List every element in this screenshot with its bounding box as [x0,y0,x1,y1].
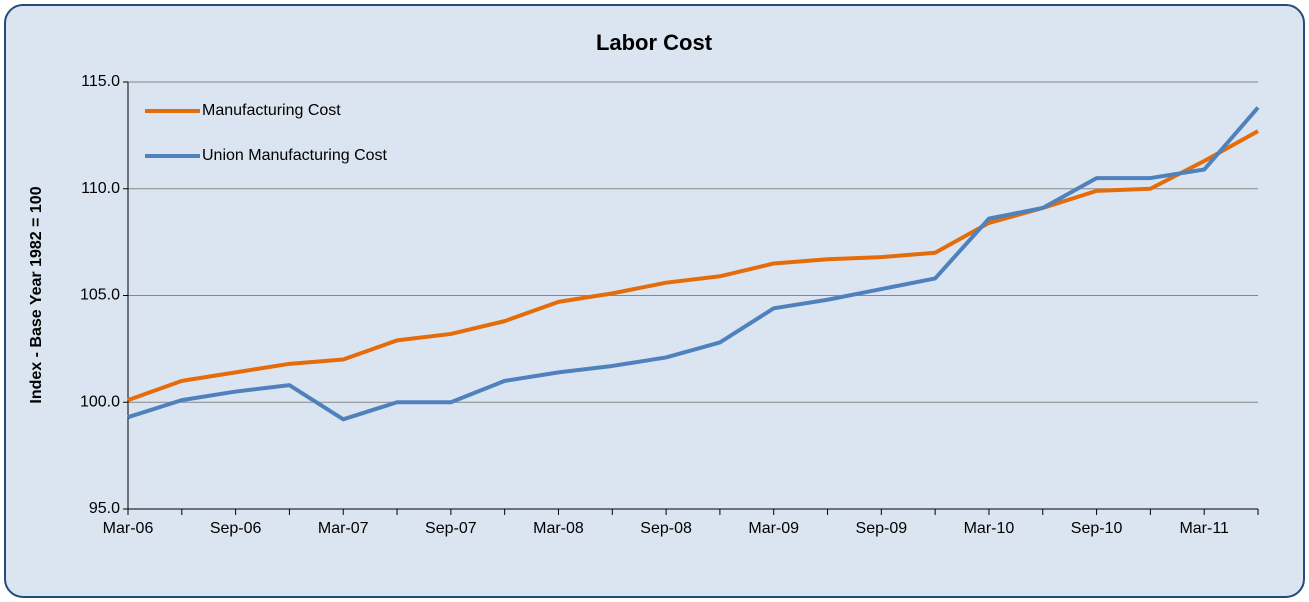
x-tick-label: Sep-07 [425,520,477,537]
y-tick-label: 95.0 [89,500,120,517]
x-tick-label: Sep-09 [856,520,908,537]
x-tick-label: Mar-08 [533,520,584,537]
series-line [127,129,1259,402]
legend-label: Union Manufacturing Cost [202,147,388,164]
y-tick-label: 105.0 [80,287,120,304]
x-tick-label: Sep-10 [1071,520,1123,537]
chart-title: Labor Cost [596,30,713,55]
x-tick-label: Mar-11 [1179,520,1229,537]
x-tick-label: Sep-06 [210,520,262,537]
legend-label: Manufacturing Cost [202,102,341,119]
y-tick-label: 115.0 [81,73,120,90]
y-tick-label: 100.0 [80,393,120,410]
y-axis-label: Index - Base Year 1982 = 100 [28,186,45,403]
x-tick-label: Mar-07 [318,520,369,537]
x-tick-label: Mar-10 [964,520,1015,537]
x-tick-label: Mar-09 [748,520,799,537]
x-tick-label: Mar-06 [103,520,154,537]
chart-frame [4,4,1305,598]
series-line [127,106,1260,422]
y-tick-label: 110.0 [81,180,120,197]
x-tick-label: Sep-08 [640,520,692,537]
